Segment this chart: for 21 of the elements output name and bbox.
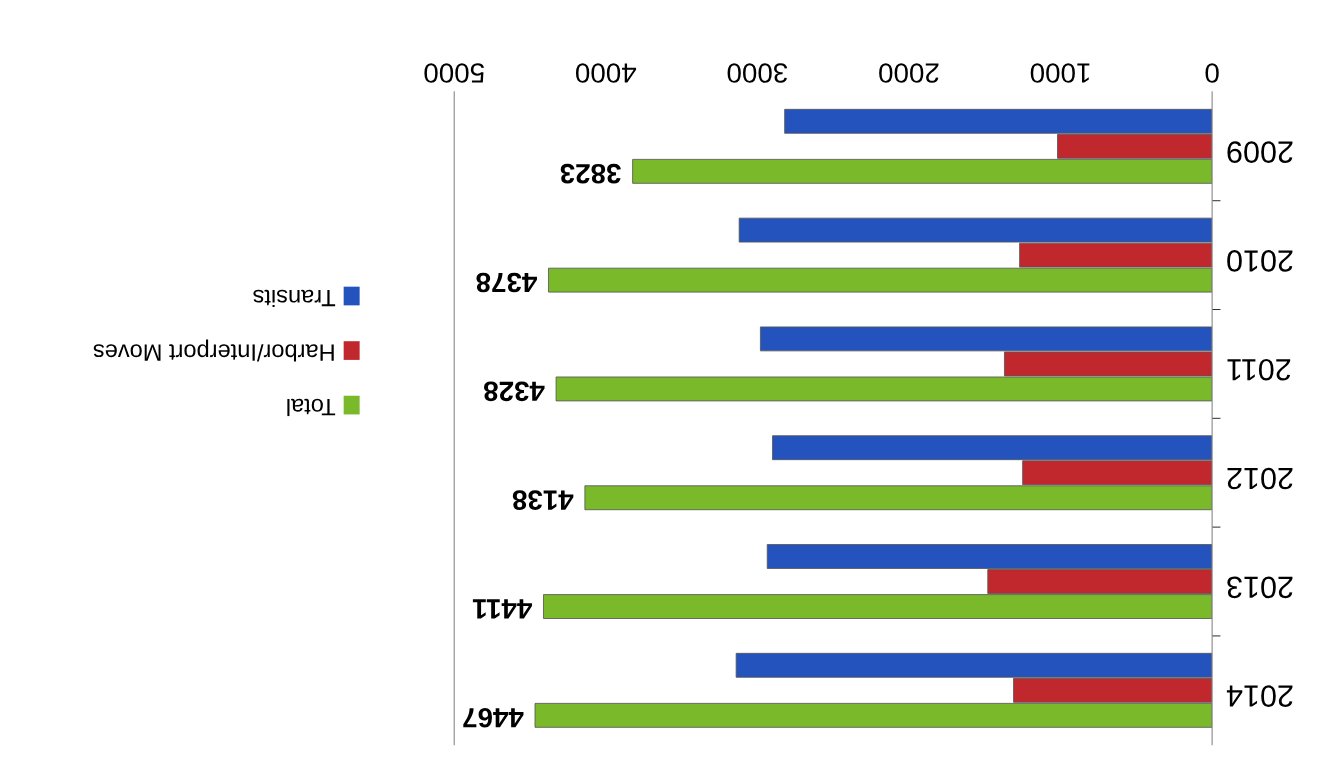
data-label: 4328 bbox=[484, 381, 545, 402]
legend-label: Harbor/Interport Moves bbox=[93, 339, 334, 362]
data-label: 4467 bbox=[463, 707, 524, 728]
legend-label: Total bbox=[287, 398, 336, 417]
x-tick-label: 5000 bbox=[424, 63, 484, 83]
y-tick-label: 2013 bbox=[1227, 576, 1293, 599]
data-label: 4411 bbox=[472, 599, 532, 619]
x-tick-label: 1000 bbox=[1030, 63, 1090, 83]
data-label: 3823 bbox=[560, 163, 621, 184]
x-tick-label: 2000 bbox=[879, 63, 939, 83]
y-tick-label: 2012 bbox=[1227, 467, 1293, 490]
y-tick-label: 2011 bbox=[1227, 358, 1291, 381]
y-tick-label: 2014 bbox=[1226, 685, 1293, 707]
x-tick-label: 0 bbox=[1205, 63, 1219, 83]
data-label: 4138 bbox=[512, 490, 574, 510]
legend-label: Transits bbox=[253, 289, 336, 308]
y-tick-label: 2010 bbox=[1227, 250, 1293, 272]
x-tick-label: 4000 bbox=[575, 63, 637, 83]
data-label: 4378 bbox=[476, 272, 537, 293]
y-tick-label: 2009 bbox=[1227, 141, 1293, 163]
x-tick-label: 3000 bbox=[727, 63, 788, 83]
